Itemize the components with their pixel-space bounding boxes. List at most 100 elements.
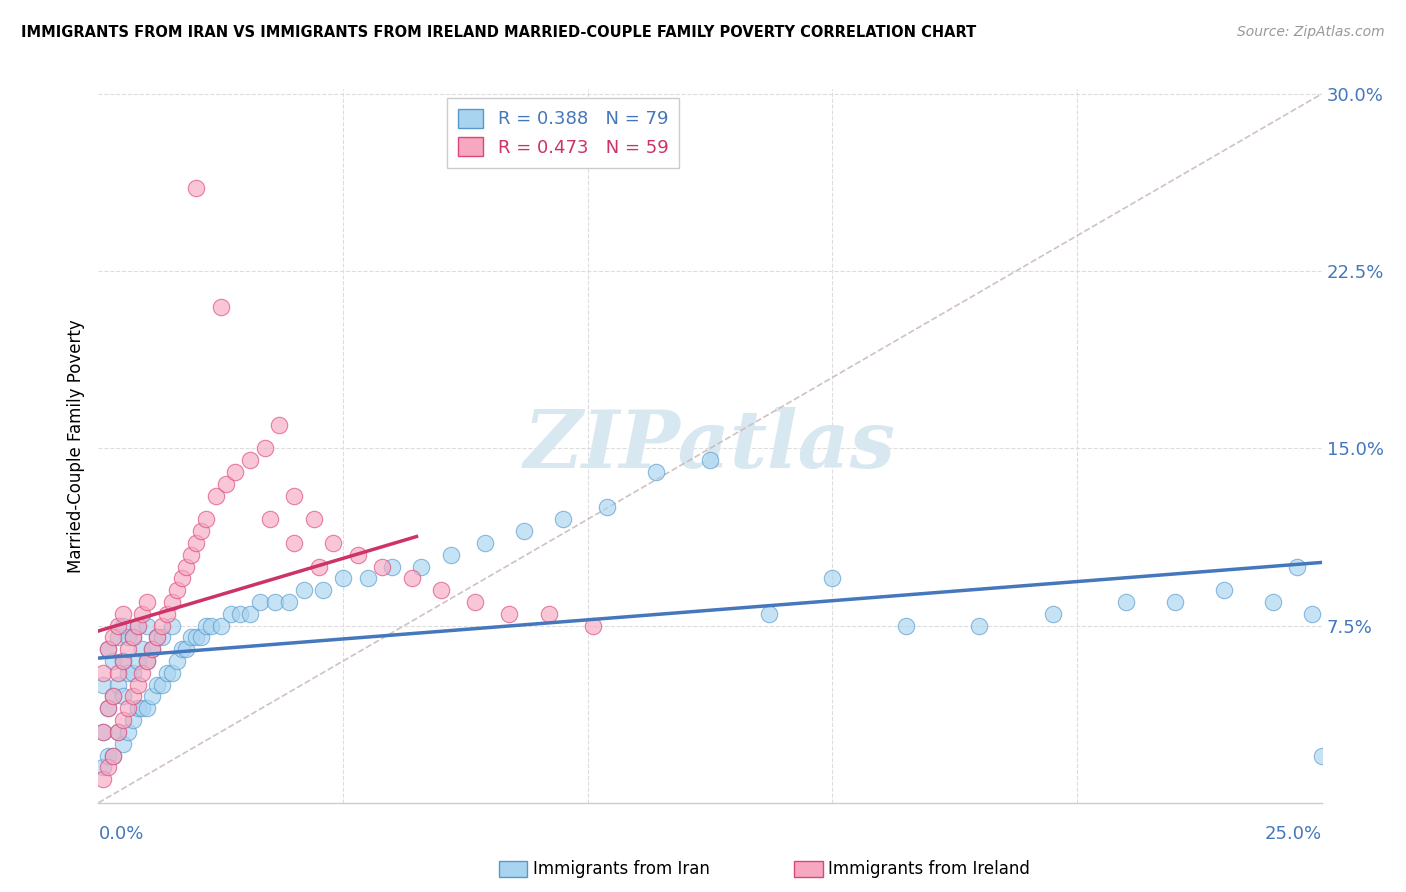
Point [97, 701, 120, 715]
Point [346, 548, 368, 562]
Point [107, 631, 129, 645]
Point [758, 607, 780, 621]
Point [111, 654, 134, 668]
Point [176, 559, 198, 574]
Point [141, 642, 163, 657]
Point [259, 512, 281, 526]
Point [156, 665, 179, 680]
Point [136, 654, 159, 668]
Point [205, 489, 228, 503]
Point [101, 654, 124, 668]
Point [107, 665, 129, 680]
Point [150, 618, 173, 632]
Point [127, 654, 149, 668]
Point [97, 642, 120, 657]
Point [1261, 595, 1284, 609]
Point [229, 607, 252, 621]
Point [1164, 595, 1187, 609]
Text: ZIPatlas: ZIPatlas [524, 408, 896, 484]
Point [127, 678, 149, 692]
Legend: R = 0.388   N = 79, R = 0.473   N = 59: R = 0.388 N = 79, R = 0.473 N = 59 [447, 98, 679, 168]
Point [166, 654, 188, 668]
Point [136, 654, 159, 668]
Point [141, 690, 163, 704]
Point [699, 453, 721, 467]
Point [302, 512, 325, 526]
Point [97, 748, 120, 763]
Point [1212, 583, 1234, 598]
Point [160, 665, 183, 680]
Point [1310, 748, 1333, 763]
Point [322, 536, 344, 550]
Point [117, 631, 139, 645]
Point [1115, 595, 1137, 609]
Point [464, 595, 486, 609]
Point [97, 760, 120, 774]
Point [117, 725, 139, 739]
Point [253, 442, 276, 456]
Point [127, 618, 149, 632]
Point [170, 642, 193, 657]
Point [107, 725, 129, 739]
Point [1301, 607, 1323, 621]
Point [356, 571, 378, 585]
Point [160, 595, 183, 609]
Text: Source: ZipAtlas.com: Source: ZipAtlas.com [1237, 25, 1385, 39]
Point [131, 607, 153, 621]
Text: 0.0%: 0.0% [98, 825, 143, 843]
Point [150, 631, 173, 645]
Point [166, 583, 188, 598]
Point [97, 701, 120, 715]
Point [91, 665, 114, 680]
Point [474, 536, 496, 550]
Point [156, 607, 179, 621]
Point [127, 701, 149, 715]
Point [91, 725, 114, 739]
Point [239, 453, 262, 467]
Point [117, 642, 139, 657]
Point [821, 571, 844, 585]
Point [131, 642, 153, 657]
Point [283, 536, 305, 550]
Point [581, 618, 603, 632]
Point [111, 713, 134, 727]
Point [136, 595, 159, 609]
Point [117, 701, 139, 715]
Point [1286, 559, 1309, 574]
Point [190, 524, 212, 538]
Point [263, 595, 285, 609]
Point [97, 642, 120, 657]
Point [332, 571, 354, 585]
Point [186, 536, 208, 550]
Point [101, 631, 124, 645]
Point [1042, 607, 1064, 621]
Point [121, 713, 143, 727]
Point [101, 690, 124, 704]
Point [107, 725, 129, 739]
Point [180, 631, 202, 645]
Point [146, 678, 169, 692]
Point [160, 618, 183, 632]
Point [91, 678, 114, 692]
Point [111, 607, 134, 621]
Point [381, 559, 404, 574]
Point [186, 181, 208, 195]
Point [645, 465, 668, 479]
Point [308, 559, 330, 574]
Point [127, 618, 149, 632]
Point [283, 489, 305, 503]
Point [107, 618, 129, 632]
Y-axis label: Married-Couple Family Poverty: Married-Couple Family Poverty [66, 319, 84, 573]
Point [195, 618, 218, 632]
Point [121, 665, 143, 680]
Text: IMMIGRANTS FROM IRAN VS IMMIGRANTS FROM IRELAND MARRIED-COUPLE FAMILY POVERTY CO: IMMIGRANTS FROM IRAN VS IMMIGRANTS FROM … [21, 25, 976, 40]
Point [107, 678, 129, 692]
Point [180, 548, 202, 562]
Point [111, 618, 134, 632]
Point [111, 654, 134, 668]
Point [269, 417, 291, 432]
Point [498, 607, 520, 621]
Point [371, 559, 394, 574]
Point [150, 678, 173, 692]
Text: 25.0%: 25.0% [1264, 825, 1322, 843]
